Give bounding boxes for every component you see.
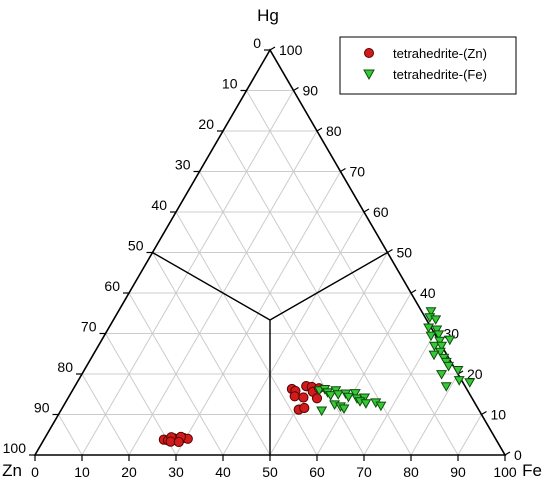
point-fe-8 — [349, 389, 361, 399]
point-fe-30 — [428, 350, 440, 361]
point-fe-33 — [443, 361, 455, 372]
point-fe-21 — [430, 315, 442, 325]
point-fe-35 — [452, 366, 464, 376]
tick-label-bottom-100: 100 — [493, 464, 517, 480]
point-fe-7 — [343, 392, 354, 403]
legend: tetrahedrite-(Zn) tetrahedrite-(Fe) — [339, 36, 517, 95]
tick-mark-right-40 — [410, 289, 417, 294]
point-fe-37 — [440, 382, 452, 392]
tick-label-right-100: 100 — [279, 42, 303, 58]
tick-label-right-10: 10 — [491, 407, 507, 423]
grid-line-fe-80 — [410, 373, 459, 456]
tick-label-bottom-40: 40 — [215, 464, 231, 480]
grid-line-fe-90 — [457, 414, 482, 456]
tick-label-left-10: 10 — [222, 76, 238, 92]
grid-line-zn-90 — [58, 414, 83, 456]
tick-label-right-50: 50 — [397, 245, 413, 261]
field-boundary-1 — [152, 251, 271, 321]
tick-label-left-60: 60 — [104, 278, 120, 294]
apex-label-zn: Zn — [2, 461, 22, 480]
tick-mark-right-0 — [504, 451, 511, 456]
tick-label-right-80: 80 — [326, 123, 342, 139]
tick-label-bottom-90: 90 — [450, 464, 466, 480]
tick-label-right-40: 40 — [420, 285, 436, 301]
point-zn-17 — [298, 392, 309, 403]
point-fe-24 — [425, 331, 437, 342]
point-fe-25 — [433, 330, 445, 340]
point-zn-9 — [173, 436, 184, 448]
point-fe-19 — [425, 307, 437, 317]
tick-label-bottom-10: 10 — [74, 464, 90, 480]
apex-label-hg: Hg — [257, 6, 279, 25]
tick-mark-right-50 — [387, 248, 393, 254]
tick-label-left-40: 40 — [151, 197, 167, 213]
apex-labels: Hg Zn Fe — [2, 6, 542, 480]
legend-marker-fe — [363, 69, 375, 81]
tick-label-left-30: 30 — [175, 157, 191, 173]
point-fe-18 — [316, 406, 328, 417]
point-fe-12 — [360, 399, 372, 409]
legend-label-zn: tetrahedrite-(Zn) — [393, 46, 487, 61]
tick-label-right-90: 90 — [303, 83, 319, 99]
point-fe-34 — [436, 370, 448, 380]
tick-label-left-70: 70 — [81, 319, 97, 335]
grid-line-fe-60 — [316, 292, 412, 456]
grid-line-zn-80 — [81, 373, 130, 456]
point-fe-22 — [423, 323, 435, 334]
point-zn-20 — [299, 402, 310, 414]
tick-label-bottom-60: 60 — [309, 464, 325, 480]
tick-mark-right-80 — [316, 127, 323, 132]
point-fe-36 — [453, 376, 465, 386]
tick-label-bottom-0: 0 — [31, 464, 39, 480]
tick-label-left-0: 0 — [253, 35, 261, 51]
tick-label-right-20: 20 — [467, 366, 483, 382]
point-fe-23 — [431, 325, 443, 336]
tick-label-right-0: 0 — [514, 447, 522, 463]
tick-label-bottom-50: 50 — [262, 464, 278, 480]
field-boundaries — [152, 251, 388, 455]
tick-label-left-50: 50 — [128, 238, 144, 254]
grid-line-zn-50 — [152, 252, 271, 456]
point-zn-18 — [311, 393, 323, 404]
legend-marker-zn — [364, 48, 374, 58]
point-zn-12 — [289, 391, 300, 402]
tick-label-right-70: 70 — [350, 164, 366, 180]
point-fe-38 — [464, 378, 476, 388]
tick-mark-right-90 — [293, 86, 299, 92]
tick-label-bottom-30: 30 — [168, 464, 184, 480]
tick-label-left-20: 20 — [198, 116, 214, 132]
field-boundary-2 — [269, 251, 388, 321]
tick-label-left-100: 100 — [3, 440, 27, 456]
point-fe-26 — [434, 336, 446, 347]
tick-label-right-60: 60 — [373, 204, 389, 220]
point-fe-5 — [332, 390, 344, 400]
grid-line-fe-70 — [363, 333, 435, 456]
tick-label-left-90: 90 — [34, 400, 50, 416]
tick-label-bottom-70: 70 — [356, 464, 372, 480]
point-fe-4 — [325, 391, 337, 401]
tick-label-bottom-80: 80 — [403, 464, 419, 480]
tick-label-bottom-20: 20 — [121, 464, 137, 480]
legend-box — [339, 36, 517, 95]
point-fe-17 — [338, 404, 350, 415]
apex-label-fe: Fe — [522, 461, 542, 480]
point-fe-14 — [375, 401, 387, 412]
legend-label-fe: tetrahedrite-(Fe) — [393, 67, 487, 82]
data-points — [158, 307, 476, 448]
tick-label-left-80: 80 — [57, 359, 73, 375]
grid-line-zn-60 — [128, 292, 224, 456]
tick-mark-right-10 — [481, 410, 487, 416]
point-fe-39 — [444, 335, 456, 346]
point-fe-27 — [429, 341, 440, 352]
point-fe-28 — [436, 341, 448, 352]
tick-mark-right-70 — [340, 167, 346, 173]
tick-mark-right-60 — [363, 208, 370, 213]
tick-mark-right-100 — [269, 46, 276, 51]
grid-line-fe-50 — [269, 252, 388, 456]
